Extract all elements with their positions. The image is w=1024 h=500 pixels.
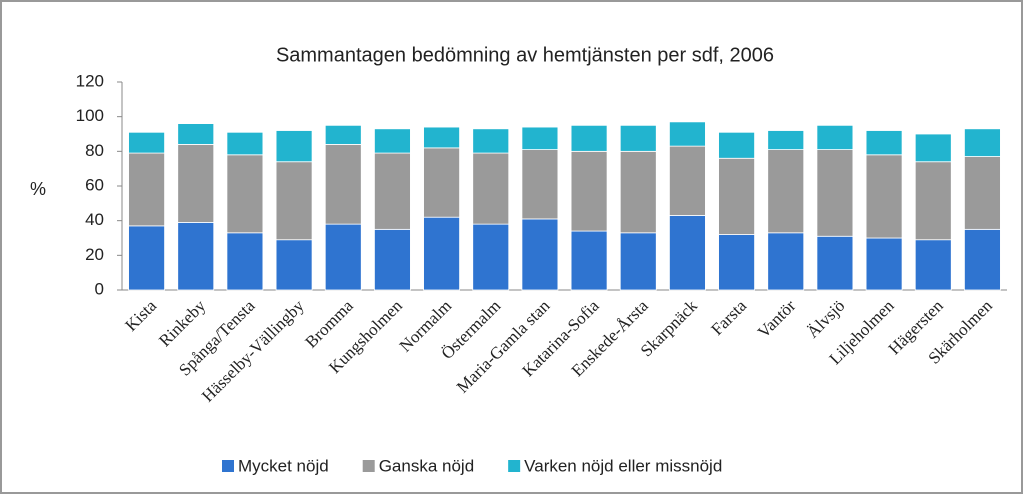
bar-segment xyxy=(570,124,608,152)
bar-segment xyxy=(767,149,805,234)
bar-segment xyxy=(374,128,411,154)
y-tick-label: 100 xyxy=(76,106,104,125)
bar-segment xyxy=(374,228,411,291)
y-axis-label: % xyxy=(30,179,46,199)
bar-segment xyxy=(324,223,362,291)
chart-title: Sammantagen bedömning av hemtjänsten per… xyxy=(276,44,774,66)
legend-swatch xyxy=(222,460,234,472)
bar-segment xyxy=(669,121,706,147)
y-tick-label: 120 xyxy=(76,71,104,90)
bar-segment xyxy=(324,124,362,145)
bar-segment xyxy=(128,225,165,291)
bar-segment xyxy=(570,150,608,232)
bar-segment xyxy=(619,232,657,291)
bar-segment xyxy=(669,145,706,216)
legend-label: Varken nöjd eller missnöjd xyxy=(524,456,722,475)
bar-segment xyxy=(767,232,805,291)
bar-segment xyxy=(275,239,313,291)
bar-segment xyxy=(964,128,1001,157)
legend-swatch xyxy=(362,460,375,472)
bar-segment xyxy=(472,128,510,154)
bar-segment xyxy=(423,216,460,291)
bar-segment xyxy=(964,228,1001,291)
bar-segment xyxy=(521,149,559,220)
bar-segment xyxy=(619,124,657,152)
bar-segment xyxy=(816,235,854,291)
bar-segment xyxy=(521,126,559,150)
y-tick-label: 0 xyxy=(95,279,104,298)
bar-segment xyxy=(816,124,854,151)
bar-segment xyxy=(226,131,264,156)
bar-segment xyxy=(865,130,903,156)
bar-segment xyxy=(964,156,1001,230)
bar-segment xyxy=(521,218,559,291)
bar-segment xyxy=(324,143,362,225)
bar-segment xyxy=(767,130,805,151)
bar-segment xyxy=(914,133,952,163)
bar-segment xyxy=(570,230,608,291)
bar-segment xyxy=(177,221,215,291)
legend-swatch xyxy=(508,460,521,472)
bar-segment xyxy=(275,130,313,163)
bar-segment xyxy=(177,143,215,223)
bar-segment xyxy=(128,131,165,154)
bar-segment xyxy=(718,131,755,159)
bar-segment xyxy=(177,123,215,145)
bar-segment xyxy=(865,154,903,239)
bar-segment xyxy=(718,157,755,235)
bar-segment xyxy=(374,152,411,230)
legend-label: Mycket nöjd xyxy=(238,456,329,475)
bar-segment xyxy=(226,232,264,291)
y-tick-label: 60 xyxy=(85,175,104,194)
bar-segment xyxy=(718,234,755,291)
y-tick-label: 40 xyxy=(85,210,104,229)
bar-segment xyxy=(275,161,313,241)
bar-segment xyxy=(472,223,510,291)
y-tick-label: 80 xyxy=(85,141,104,160)
bar-segment xyxy=(226,154,264,234)
bar-segment xyxy=(669,215,706,291)
bar-segment xyxy=(865,237,903,291)
legend-label: Ganska nöjd xyxy=(379,456,474,475)
bar-segment xyxy=(472,152,510,225)
bar-segment xyxy=(619,150,657,234)
bar-segment xyxy=(914,239,952,291)
bar-segment xyxy=(423,126,460,149)
bar-segment xyxy=(128,152,165,227)
bar-segment xyxy=(914,161,952,241)
bar-segment xyxy=(816,149,854,237)
bar-segment xyxy=(423,147,460,218)
y-tick-label: 20 xyxy=(85,245,104,264)
